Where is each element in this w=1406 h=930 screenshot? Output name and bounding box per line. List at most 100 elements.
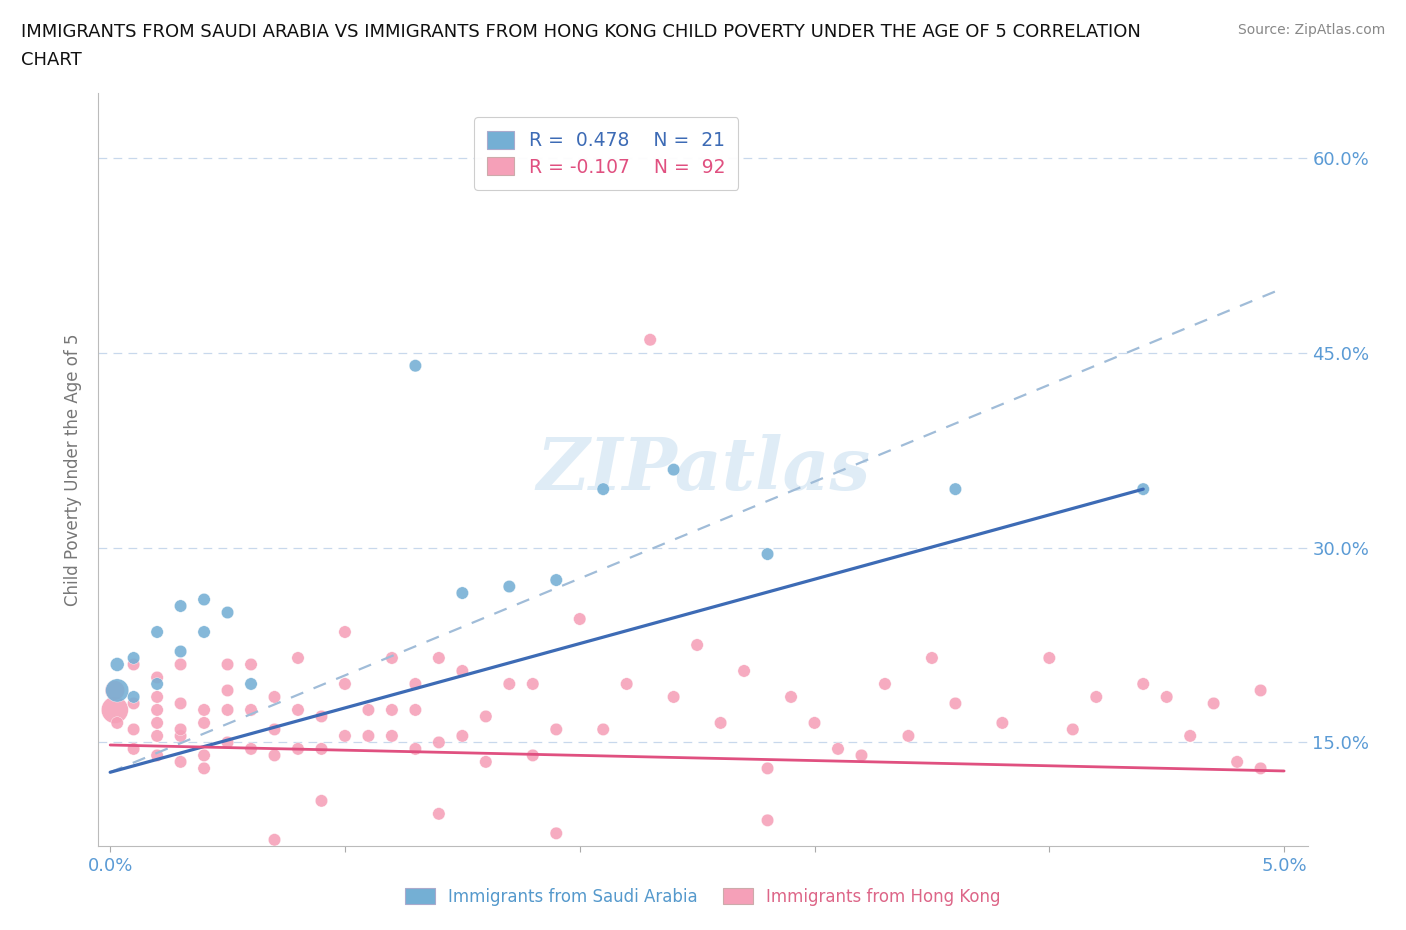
Point: [756, 761, 779, 776]
Legend: Immigrants from Saudi Arabia, Immigrants from Hong Kong: Immigrants from Saudi Arabia, Immigrants…: [398, 881, 1008, 912]
Point: [475, 754, 498, 769]
Point: [193, 625, 215, 640]
Point: [146, 625, 169, 640]
Point: [381, 702, 404, 717]
Point: [104, 683, 127, 698]
Point: [404, 676, 426, 691]
Point: [803, 715, 825, 730]
Point: [427, 735, 450, 750]
Point: [616, 676, 638, 691]
Point: [105, 715, 128, 730]
Point: [991, 715, 1014, 730]
Point: [240, 702, 263, 717]
Point: [146, 702, 169, 717]
Point: [217, 605, 239, 620]
Point: [1250, 761, 1272, 776]
Point: [498, 579, 520, 594]
Point: [546, 722, 568, 737]
Point: [122, 696, 145, 711]
Point: [1085, 689, 1108, 704]
Point: [357, 728, 380, 743]
Point: [263, 832, 285, 847]
Point: [357, 702, 380, 717]
Point: [404, 741, 426, 756]
Point: [1202, 696, 1225, 711]
Point: [1132, 482, 1154, 497]
Point: [756, 547, 779, 562]
Point: [1062, 722, 1084, 737]
Point: [1156, 689, 1178, 704]
Point: [122, 741, 145, 756]
Point: [1272, 845, 1295, 860]
Point: [404, 358, 426, 373]
Point: [451, 586, 474, 601]
Point: [169, 754, 191, 769]
Point: [733, 663, 755, 678]
Point: [475, 709, 498, 724]
Point: [1132, 676, 1154, 691]
Point: [662, 462, 685, 477]
Point: [522, 748, 544, 763]
Text: IMMIGRANTS FROM SAUDI ARABIA VS IMMIGRANTS FROM HONG KONG CHILD POVERTY UNDER TH: IMMIGRANTS FROM SAUDI ARABIA VS IMMIGRAN…: [21, 23, 1140, 41]
Point: [146, 689, 169, 704]
Point: [169, 599, 191, 614]
Point: [427, 806, 450, 821]
Point: [945, 696, 967, 711]
Point: [263, 722, 285, 737]
Point: [381, 651, 404, 666]
Point: [146, 748, 169, 763]
Point: [311, 793, 333, 808]
Point: [169, 657, 191, 671]
Point: [169, 696, 191, 711]
Point: [193, 592, 215, 607]
Point: [1180, 728, 1202, 743]
Point: [756, 813, 779, 828]
Point: [193, 702, 215, 717]
Y-axis label: Child Poverty Under the Age of 5: Child Poverty Under the Age of 5: [65, 333, 83, 606]
Point: [122, 722, 145, 737]
Text: Source: ZipAtlas.com: Source: ZipAtlas.com: [1237, 23, 1385, 37]
Point: [638, 332, 661, 347]
Point: [146, 676, 169, 691]
Point: [522, 676, 544, 691]
Point: [169, 728, 191, 743]
Point: [897, 728, 920, 743]
Point: [686, 638, 709, 653]
Point: [287, 651, 309, 666]
Point: [311, 709, 333, 724]
Point: [217, 735, 239, 750]
Point: [122, 689, 145, 704]
Point: [546, 826, 568, 841]
Point: [263, 689, 285, 704]
Point: [169, 644, 191, 659]
Point: [240, 657, 263, 671]
Point: [873, 676, 896, 691]
Point: [381, 728, 404, 743]
Point: [287, 741, 309, 756]
Point: [568, 612, 591, 627]
Point: [451, 663, 474, 678]
Point: [780, 689, 803, 704]
Point: [263, 748, 285, 763]
Point: [710, 715, 733, 730]
Point: [217, 683, 239, 698]
Point: [217, 702, 239, 717]
Point: [851, 748, 873, 763]
Point: [105, 657, 128, 671]
Point: [592, 722, 614, 737]
Point: [169, 722, 191, 737]
Point: [1038, 651, 1060, 666]
Point: [945, 482, 967, 497]
Point: [287, 702, 309, 717]
Point: [427, 651, 450, 666]
Text: ZIPatlas: ZIPatlas: [536, 434, 870, 505]
Point: [311, 741, 333, 756]
Point: [498, 676, 520, 691]
Point: [146, 728, 169, 743]
Point: [122, 657, 145, 671]
Legend: R =  0.478    N =  21, R = -0.107    N =  92: R = 0.478 N = 21, R = -0.107 N = 92: [474, 117, 738, 190]
Text: CHART: CHART: [21, 51, 82, 69]
Point: [333, 676, 356, 691]
Point: [333, 728, 356, 743]
Point: [240, 741, 263, 756]
